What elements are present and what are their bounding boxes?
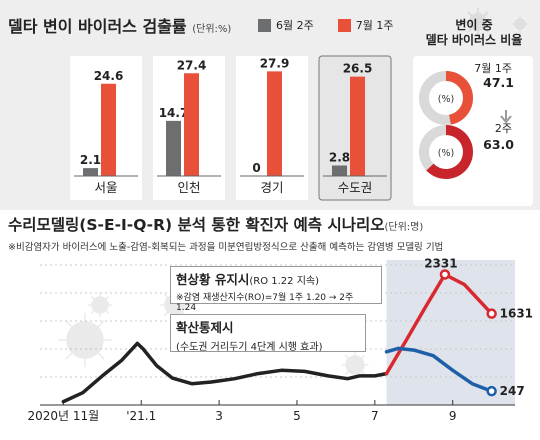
bar-jun: [83, 168, 98, 176]
virus-watermark-icon: [58, 313, 112, 367]
bar-jul: [267, 71, 282, 176]
bar-jul: [350, 76, 365, 176]
scenario-maintain-box: 현상황 유지시(RO 1.22 지속) ※감염 재생산지수(RO)=7월 1주 …: [170, 266, 382, 313]
scenario-maintain-detail: ※감염 재생산지수(RO)=7월 1주 1.20 → 2주 1.24: [176, 293, 354, 313]
donut-arc: [445, 71, 473, 125]
category-label: 수도권: [338, 180, 373, 195]
bar-value-label: 27.4: [177, 58, 207, 72]
actual-line: [61, 341, 389, 404]
virus-watermark-icon: [464, 8, 492, 36]
scenario-maintain-title: 현상황 유지시(RO 1.22 지속): [176, 272, 320, 287]
donut-center-label: (%): [438, 94, 454, 105]
bar-value-label: 26.5: [343, 62, 373, 76]
line-chart-unit: (단위:명): [384, 222, 424, 233]
legend-swatch-jul: [337, 18, 351, 32]
x-tick-label: 7: [371, 409, 379, 423]
top-panel-art: 2.1 24.6 서울 14.7 27.4 인천 0 27.9 경기 2.8 26.5 수도권 (%)…: [70, 8, 533, 206]
peak-value-label: 2331: [424, 256, 457, 270]
donut-period-label: 2주: [495, 122, 512, 135]
x-tick-label: 9: [449, 409, 457, 423]
peak-point: [439, 269, 451, 280]
virus-watermark-icon: [511, 15, 529, 33]
bar-jul: [184, 73, 199, 176]
donut-value-label: 63.0: [483, 137, 514, 152]
legend: 6월 2주 7월 1주: [258, 17, 393, 33]
x-tick-label: 5: [293, 409, 301, 423]
bar-jun: [166, 120, 181, 176]
scenario-control-title: 확산통제시: [176, 320, 234, 335]
x-tick-label: 2020년 11월: [28, 409, 100, 423]
donut-title: 변이 중 델타 바이러스 비율: [413, 18, 535, 48]
scenario-control-detail: (수도권 거리두기 4단계 시행 효과): [176, 342, 323, 353]
maintain-scenario-line: [384, 272, 494, 376]
line-chart-subtitle: ※비감염자가 바이러스에 노출-감염-회복되는 과정을 미분연립방정식으로 산출…: [8, 242, 444, 253]
top-panel: 2.1 24.6 서울 14.7 27.4 인천 0 27.9 경기 2.8 26.5 수도권 (%)…: [0, 0, 540, 210]
bar-value-label: 2.8: [329, 151, 350, 165]
category-label: 서울: [94, 180, 117, 195]
legend-swatch-jun: [258, 18, 271, 32]
bar-chart-unit: (단위:%): [192, 24, 232, 35]
maintain-end-point: [486, 308, 497, 319]
bar-value-label: 2.1: [80, 153, 101, 167]
virus-watermark-icon: [88, 293, 112, 317]
bar-chart-title: 델타 변이 바이러스 검출률 (단위:%): [8, 17, 232, 36]
control-end-label: 247: [500, 384, 525, 398]
category-label: 경기: [260, 180, 283, 195]
x-tick-label: '21.1: [126, 409, 156, 423]
line-chart-title: 수리모델링(S-E-I-Q-R) 분석 통한 확진자 예측 시나리오(단위:명): [8, 216, 424, 234]
bottom-panel: 2020년 11월 '21.1 3 5 7 9 2331 1631 247 수리모델링(S-E-…: [0, 210, 540, 440]
control-end-point: [486, 385, 497, 397]
bar-value-label: 14.7: [159, 106, 189, 120]
bar-value-label: 27.9: [260, 56, 290, 70]
donut-period-label: 7월 1주: [474, 62, 512, 75]
arrow-down-icon: [500, 110, 512, 124]
donut-arc: [426, 125, 473, 179]
x-tick-label: 3: [215, 409, 223, 423]
scenario-control-box: 확산통제시 (수도권 거리두기 4단계 시행 효과): [170, 314, 366, 353]
control-scenario-line: [384, 346, 494, 393]
donut-panel-bg: [413, 56, 533, 206]
bar-value-label: 24.6: [94, 69, 124, 83]
donut-value-label: 47.1: [483, 75, 514, 90]
legend-label-jun: 6월 2주: [276, 19, 314, 32]
bar-jun: [332, 165, 347, 176]
donut-title-line2: 델타 바이러스 비율: [425, 33, 523, 47]
scenario-maintain-r0: (RO 1.22 지속): [249, 276, 320, 287]
bar-jul: [101, 83, 116, 176]
maintain-end-label: 1631: [500, 307, 533, 321]
bar-value-label: 0: [252, 161, 260, 175]
category-label: 인천: [177, 180, 200, 195]
donut-title-line1: 변이 중: [455, 18, 493, 32]
forecast-shade: [386, 260, 515, 405]
donut-center-label: (%): [438, 148, 454, 159]
virus-watermark-icon: [341, 351, 369, 379]
legend-label-jul: 7월 1주: [355, 19, 394, 32]
line-chart: 2020년 11월 '21.1 3 5 7 9 2331 1631 247: [28, 256, 534, 423]
